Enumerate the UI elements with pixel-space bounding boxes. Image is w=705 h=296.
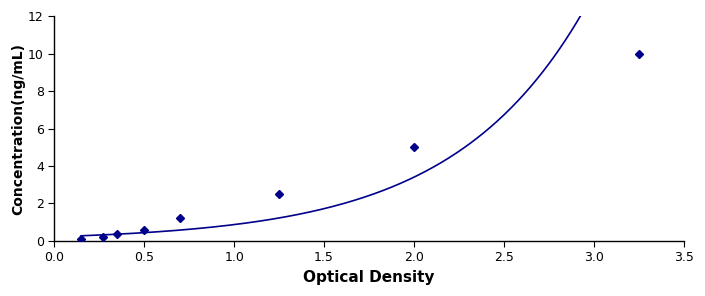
- Y-axis label: Concentration(ng/mL): Concentration(ng/mL): [11, 43, 25, 215]
- X-axis label: Optical Density: Optical Density: [303, 270, 435, 285]
